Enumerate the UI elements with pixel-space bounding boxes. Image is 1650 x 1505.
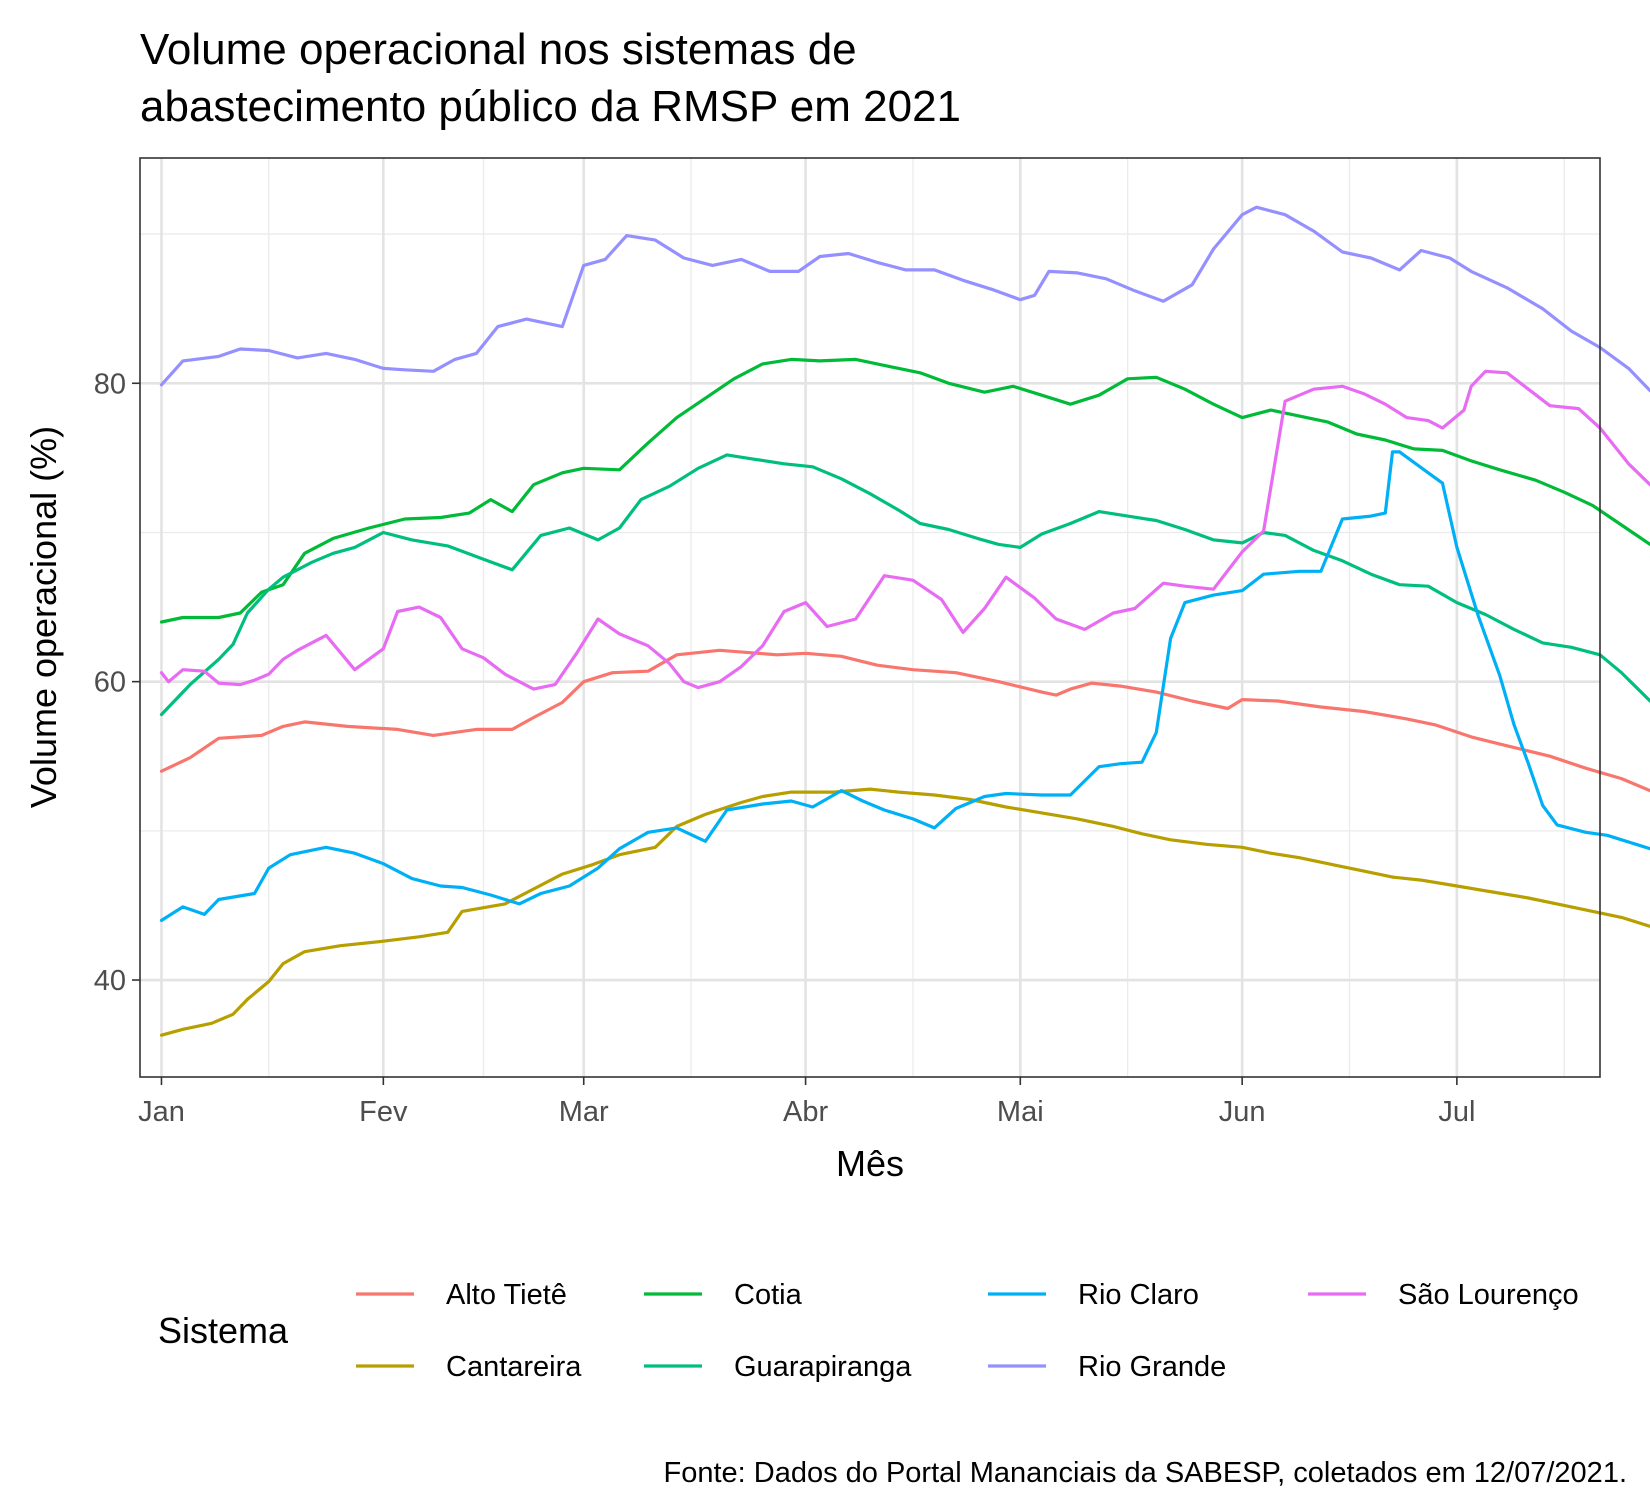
- x-axis-label: Mês: [836, 1143, 904, 1184]
- legend-label-rio-grande: Rio Grande: [1078, 1351, 1226, 1383]
- chart-caption: Fonte: Dados do Portal Mananciais da SAB…: [663, 1457, 1627, 1489]
- legend-title: Sistema: [158, 1310, 289, 1351]
- legend-label-sao-lourenco: São Lourenço: [1398, 1279, 1579, 1311]
- y-axis: 40 60 80: [94, 368, 140, 997]
- chart-title-line-2: abastecimento público da RMSP em 2021: [140, 82, 961, 131]
- series-line-alto-tiete: [162, 650, 1650, 790]
- legend-label-cantareira: Cantareira: [446, 1351, 582, 1383]
- y-tick-label-60: 60: [94, 667, 126, 699]
- series-line-cantareira: [162, 789, 1650, 1035]
- x-axis: Jan Fev Mar Abr Mai Jun Jul: [138, 1077, 1475, 1128]
- x-tick-label-jul: Jul: [1438, 1096, 1475, 1128]
- x-tick-label-jun: Jun: [1219, 1096, 1266, 1128]
- series-line-sao-lourenco: [162, 371, 1650, 689]
- x-tick-label-mar: Mar: [559, 1096, 609, 1128]
- series-line-cotia: [162, 359, 1650, 622]
- grid-minor: [140, 158, 1600, 1077]
- y-tick-label-80: 80: [94, 368, 126, 400]
- chart-title-line-1: Volume operacional nos sistemas de: [140, 25, 857, 74]
- y-axis-label: Volume operacional (%): [23, 426, 64, 808]
- legend-items: Alto Tietê Cantareira Cotia Guarapiranga Rio…: [356, 1279, 1579, 1383]
- series-line-rio-claro: [162, 452, 1650, 921]
- y-tick-label-40: 40: [94, 965, 126, 997]
- series-lines: [162, 207, 1650, 1035]
- x-tick-label-fev: Fev: [359, 1096, 408, 1128]
- plot-border: [140, 158, 1600, 1077]
- x-tick-label-mai: Mai: [997, 1096, 1044, 1128]
- legend-label-rio-claro: Rio Claro: [1078, 1279, 1199, 1311]
- grid-major: [140, 158, 1600, 1077]
- legend-label-cotia: Cotia: [734, 1279, 803, 1311]
- plot-panel: [140, 158, 1650, 1077]
- x-tick-label-jan: Jan: [138, 1096, 185, 1128]
- x-tick-label-abr: Abr: [783, 1096, 828, 1128]
- series-line-guarapiranga: [162, 455, 1650, 715]
- legend: Sistema Alto Tietê Cantareira Cotia Guarapi…: [158, 1279, 1579, 1383]
- legend-label-guarapiranga: Guarapiranga: [734, 1351, 912, 1383]
- legend-label-alto-tiete: Alto Tietê: [446, 1279, 567, 1311]
